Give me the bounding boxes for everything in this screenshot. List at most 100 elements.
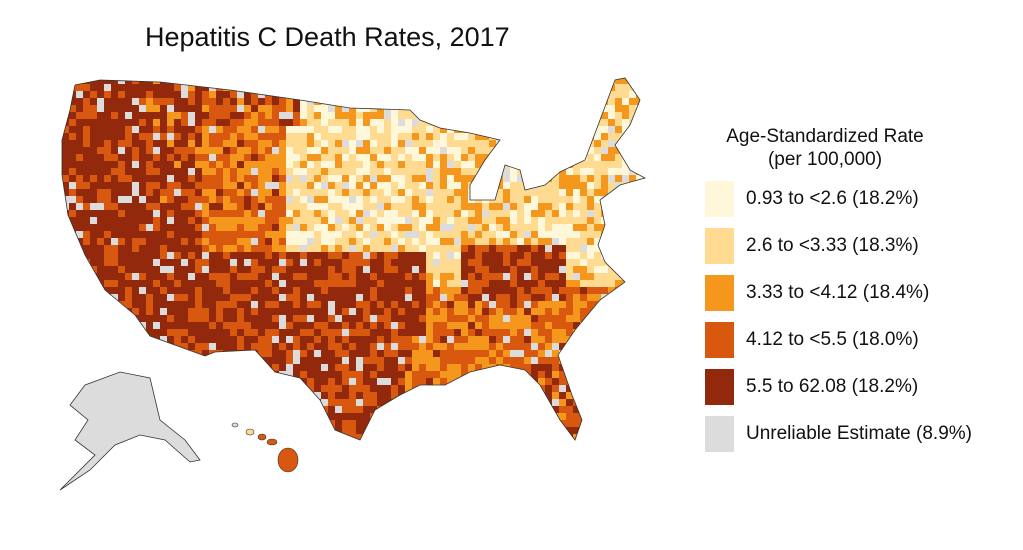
county-cell xyxy=(181,378,189,386)
county-cell xyxy=(426,217,434,225)
county-cell xyxy=(272,126,280,134)
county-cell xyxy=(398,343,406,351)
county-cell xyxy=(384,189,392,197)
county-cell xyxy=(405,259,413,267)
county-cell xyxy=(545,259,553,267)
county-cell xyxy=(202,161,210,169)
county-cell xyxy=(328,119,336,127)
county-cell xyxy=(440,364,448,372)
county-cell xyxy=(62,378,70,386)
county-cell xyxy=(566,448,573,455)
county-cell xyxy=(244,161,252,169)
county-cell xyxy=(433,98,441,106)
county-cell xyxy=(90,238,98,246)
county-cell xyxy=(244,203,252,211)
county-cell xyxy=(461,266,469,274)
county-cell xyxy=(97,266,105,274)
county-cell xyxy=(573,91,581,99)
county-cell xyxy=(258,301,266,309)
county-cell xyxy=(615,266,623,274)
county-cell xyxy=(237,392,245,400)
county-cell xyxy=(454,168,462,176)
county-cell xyxy=(524,308,532,316)
county-cell xyxy=(559,315,567,323)
county-cell xyxy=(160,105,168,113)
county-cell xyxy=(384,175,392,183)
county-cell xyxy=(489,350,497,358)
county-cell xyxy=(482,252,490,260)
county-cell xyxy=(391,448,398,455)
county-cell xyxy=(419,175,427,183)
county-cell xyxy=(566,238,574,246)
county-cell xyxy=(195,210,203,218)
county-cell xyxy=(195,273,203,281)
county-cell xyxy=(258,182,266,190)
county-cell xyxy=(419,434,427,440)
county-cell xyxy=(510,385,518,393)
county-cell xyxy=(195,364,203,372)
county-cell xyxy=(552,385,560,393)
county-cell xyxy=(503,245,511,253)
county-cell xyxy=(160,266,168,274)
county-cell xyxy=(132,266,140,274)
county-cell xyxy=(391,294,399,302)
county-cell xyxy=(251,154,259,162)
county-cell xyxy=(601,168,609,176)
county-cell xyxy=(251,196,259,204)
county-cell xyxy=(188,70,195,77)
county-cell xyxy=(489,175,497,183)
county-cell xyxy=(412,147,420,155)
county-cell xyxy=(468,266,476,274)
county-cell xyxy=(342,329,350,337)
county-cell xyxy=(622,112,630,120)
county-cell xyxy=(265,161,273,169)
county-cell xyxy=(573,364,581,372)
county-cell xyxy=(202,441,209,448)
county-cell xyxy=(90,105,98,113)
county-cell xyxy=(461,105,469,113)
county-cell xyxy=(146,154,154,162)
county-cell xyxy=(524,126,532,134)
county-cell xyxy=(237,70,244,77)
county-cell xyxy=(587,287,595,295)
county-cell xyxy=(195,175,203,183)
county-cell xyxy=(209,378,217,386)
county-cell xyxy=(349,154,357,162)
county-cell xyxy=(258,308,266,316)
county-cell xyxy=(293,175,301,183)
county-cell xyxy=(153,238,161,246)
county-cell xyxy=(195,119,203,127)
county-cell xyxy=(286,378,294,386)
county-cell xyxy=(111,329,119,337)
county-cell xyxy=(426,343,434,351)
county-cell xyxy=(468,112,476,120)
county-cell xyxy=(153,357,161,365)
county-cell xyxy=(531,322,539,330)
county-cell xyxy=(573,392,581,400)
county-cell xyxy=(244,168,252,176)
county-cell xyxy=(643,392,645,400)
county-cell xyxy=(181,308,189,316)
county-cell xyxy=(454,357,462,365)
county-cell xyxy=(608,392,616,400)
county-cell xyxy=(559,406,567,414)
county-cell xyxy=(496,413,504,421)
county-cell xyxy=(356,175,364,183)
county-cell xyxy=(188,371,196,379)
county-cell xyxy=(566,301,574,309)
county-cell xyxy=(363,364,371,372)
county-cell xyxy=(349,98,357,106)
county-cell xyxy=(244,252,252,260)
county-cell xyxy=(398,350,406,358)
county-cell xyxy=(265,413,273,421)
county-cell xyxy=(97,371,105,379)
county-cell xyxy=(356,70,363,77)
county-cell xyxy=(629,203,637,211)
county-cell xyxy=(496,406,504,414)
county-cell xyxy=(97,245,105,253)
county-cell xyxy=(230,322,238,330)
county-cell xyxy=(545,126,553,134)
county-cell xyxy=(545,392,553,400)
county-cell xyxy=(566,427,574,435)
county-cell xyxy=(167,203,175,211)
